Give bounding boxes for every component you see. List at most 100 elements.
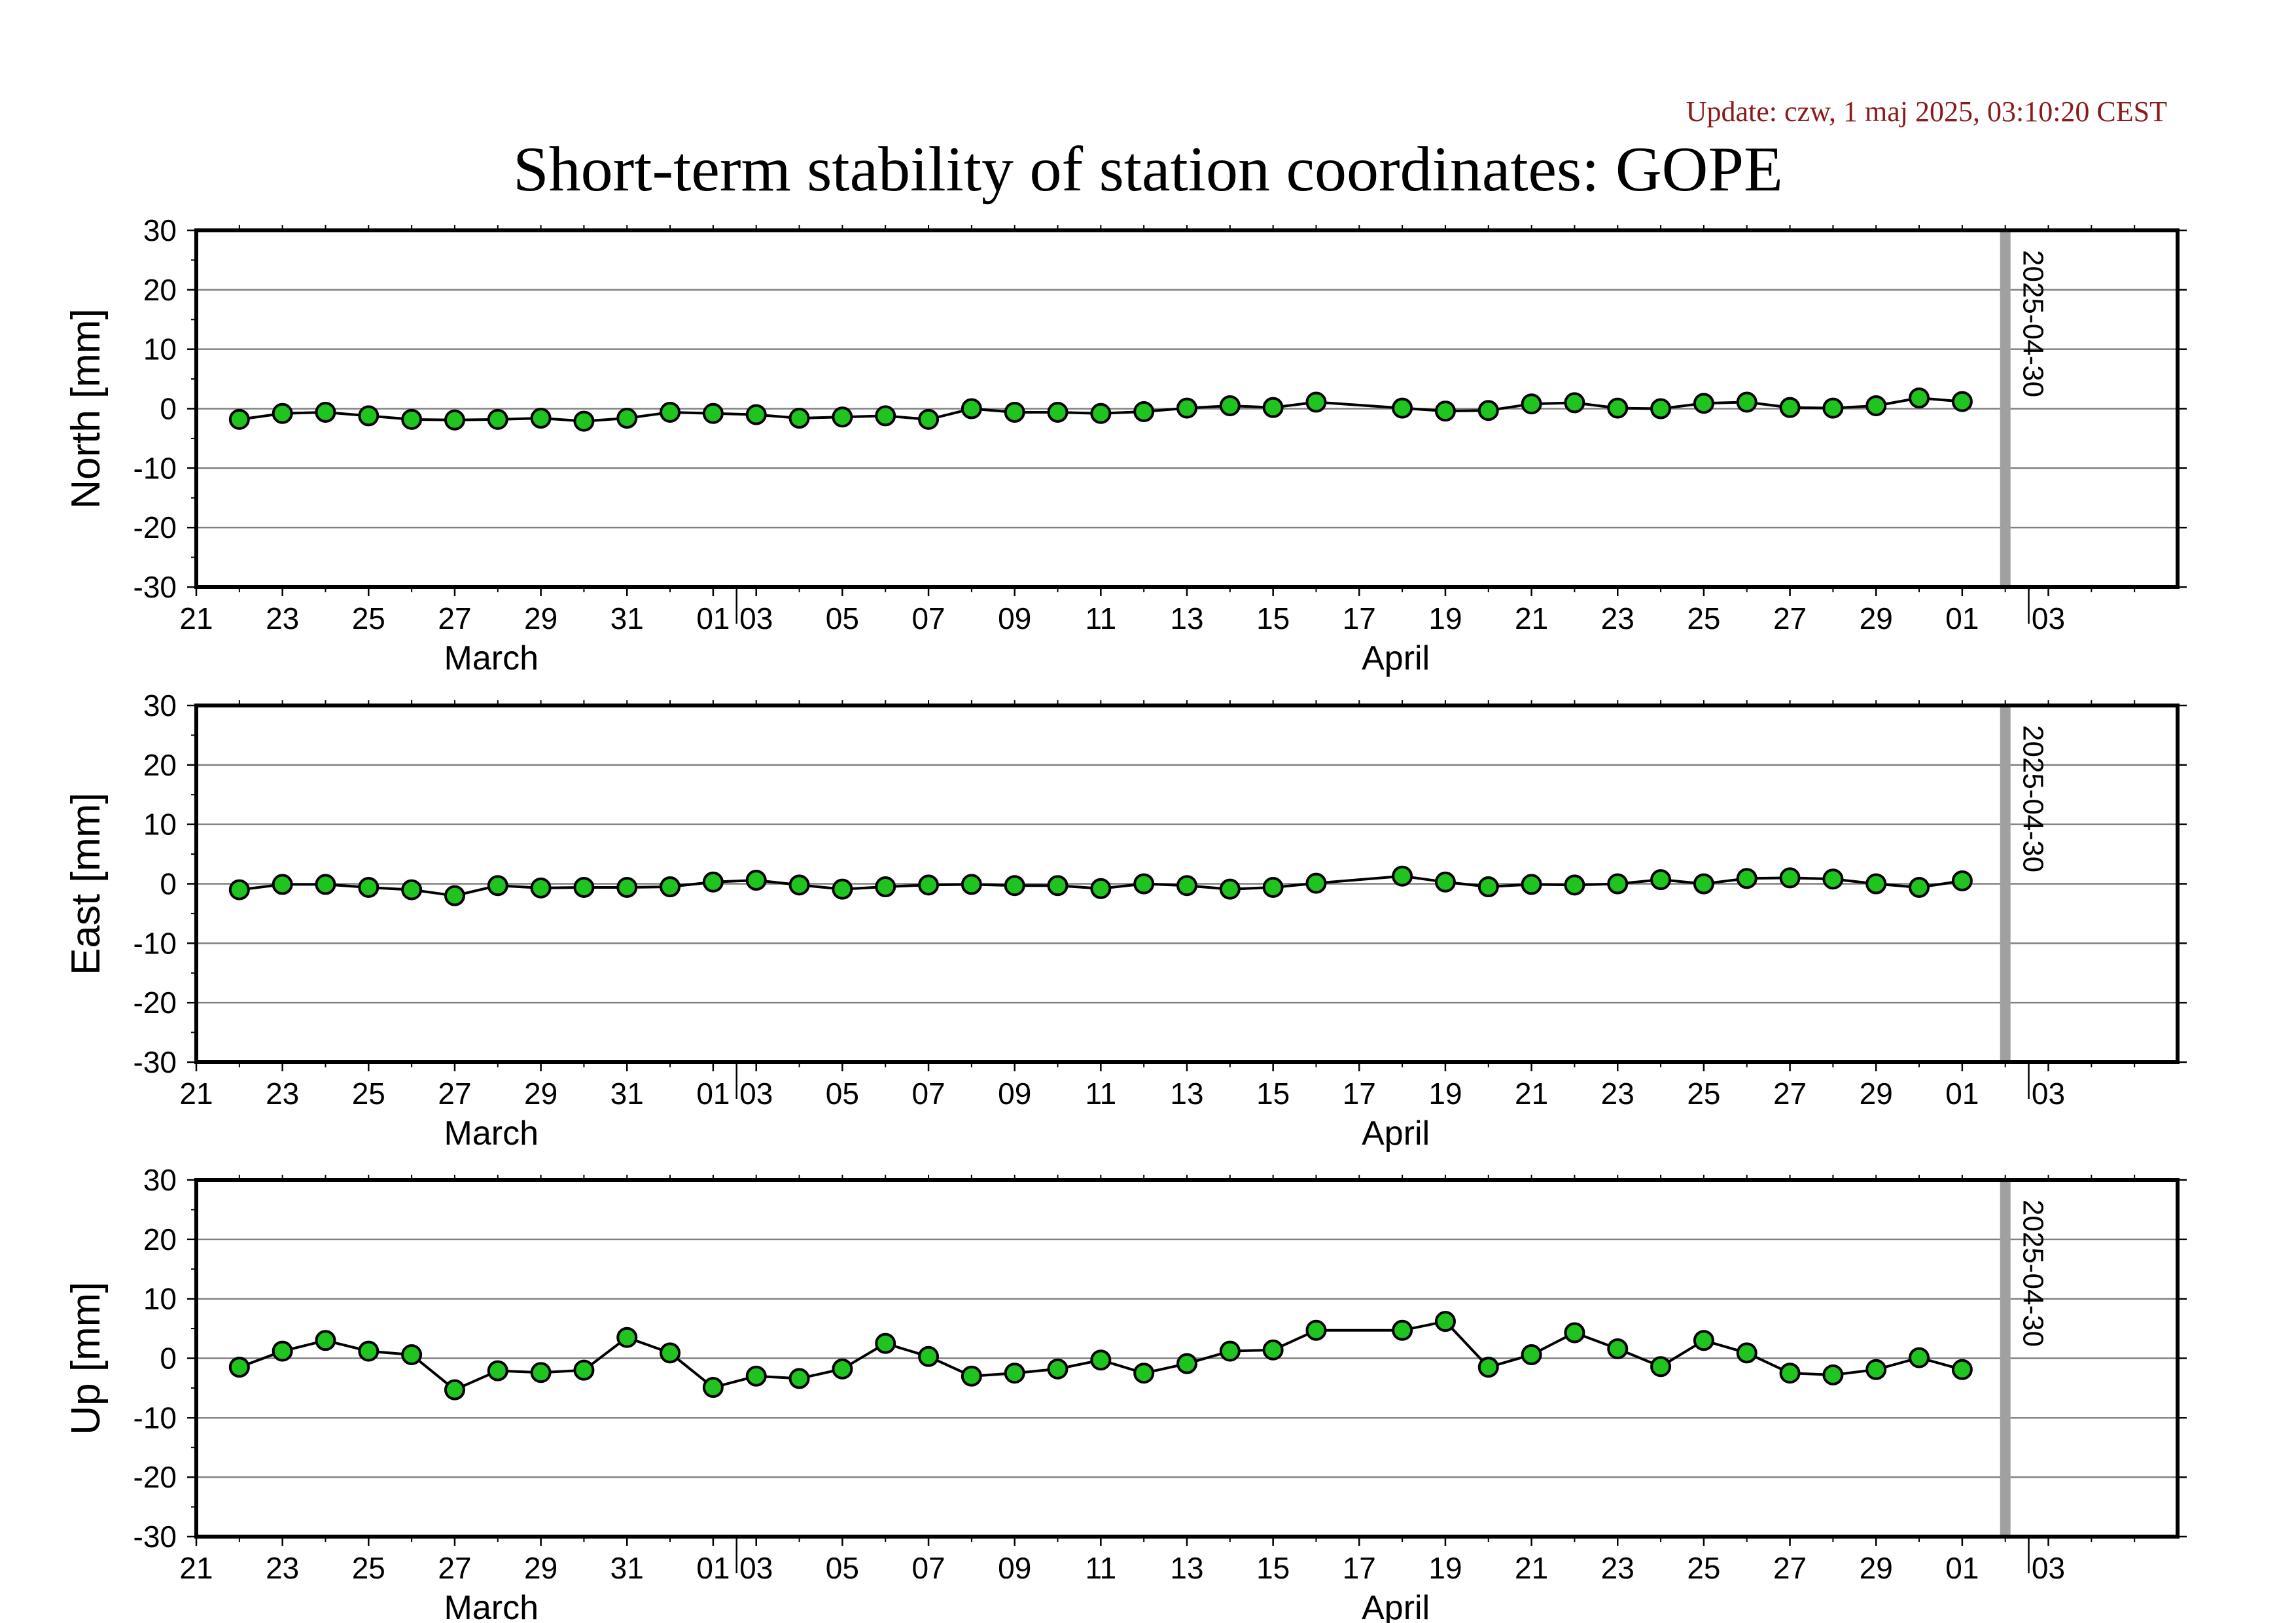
data-point: [1477, 876, 1499, 898]
data-point: [1564, 1322, 1585, 1344]
data-point: [1004, 875, 1025, 897]
x-tick-label: 15: [1256, 1077, 1290, 1111]
data-point: [1521, 1344, 1542, 1366]
data-point: [1392, 397, 1413, 419]
x-tick-label: 25: [1687, 601, 1720, 635]
data-point: [1305, 391, 1327, 413]
x-tick-label: 25: [352, 1551, 385, 1585]
data-point: [444, 885, 465, 906]
data-point: [1909, 1347, 1930, 1368]
data-point: [1909, 876, 1930, 898]
x-tick-label: 17: [1343, 601, 1376, 635]
data-point: [1477, 1357, 1499, 1378]
x-tick-label: 07: [911, 1551, 945, 1585]
data-point: [1004, 1363, 1025, 1384]
marker-bar: [2000, 1180, 2011, 1537]
month-label: April: [1362, 1115, 1430, 1152]
x-tick-label: 31: [610, 1551, 644, 1585]
x-tick-label: 17: [1343, 1077, 1376, 1111]
series-line: [239, 874, 1963, 897]
data-point: [1305, 872, 1327, 894]
x-tick-label: 21: [1515, 1077, 1548, 1111]
data-point: [272, 1340, 293, 1362]
x-tick-label: 05: [826, 1551, 859, 1585]
x-tick-label: 25: [352, 601, 385, 635]
x-tick-label: 01: [696, 1077, 730, 1111]
x-tick-label: 03: [2032, 1077, 2065, 1111]
data-point: [918, 1346, 940, 1367]
data-point: [1133, 1363, 1155, 1384]
data-point: [1951, 1359, 1973, 1380]
x-tick-label: 09: [998, 601, 1031, 635]
data-point: [961, 1365, 982, 1387]
data-point: [1951, 870, 1973, 891]
data-point: [530, 408, 552, 429]
x-tick-label: 07: [911, 601, 945, 635]
x-tick-label: 11: [1085, 601, 1116, 635]
data-point: [1004, 401, 1025, 423]
x-tick-label: 15: [1256, 601, 1290, 635]
data-point: [1564, 392, 1585, 414]
data-point: [875, 876, 896, 898]
data-point: [358, 1340, 380, 1362]
data-point: [1865, 873, 1887, 895]
data-point: [1047, 401, 1069, 423]
data-point: [660, 401, 681, 423]
data-point: [1693, 393, 1714, 414]
y-axis-label: Up [mm]: [63, 1281, 109, 1435]
data-point: [272, 874, 293, 895]
data-point: [1650, 398, 1672, 419]
series-line: [239, 397, 1963, 423]
data-point: [788, 1368, 810, 1389]
month-label: March: [444, 1589, 539, 1623]
data-point: [228, 879, 250, 901]
x-tick-label: 25: [1687, 1551, 1720, 1585]
data-point: [1693, 873, 1714, 895]
data-point: [1219, 878, 1241, 900]
y-tick-label: 30: [143, 688, 177, 722]
chart-title: Short-term stability of station coordina…: [513, 134, 1783, 205]
data-point: [444, 409, 465, 431]
data-point: [1693, 1330, 1714, 1351]
update-timestamp: Update: czw, 1 maj 2025, 03:10:20 CEST: [1686, 96, 2167, 128]
x-tick-label: 21: [1515, 1551, 1548, 1585]
data-point: [315, 1330, 336, 1351]
marker-date-label: 2025-04-30: [2017, 725, 2049, 872]
data-point: [1176, 875, 1197, 897]
data-point: [1219, 1340, 1241, 1362]
x-tick-label: 29: [524, 601, 557, 635]
x-tick-label: 19: [1428, 1551, 1462, 1585]
data-point: [358, 876, 380, 898]
data-point: [616, 876, 638, 898]
x-tick-label: 01: [696, 1551, 730, 1585]
data-point: [444, 1379, 465, 1400]
data-point: [1951, 391, 1973, 412]
x-tick-label: 29: [1860, 1077, 1893, 1111]
data-point: [228, 408, 250, 430]
data-point: [1477, 400, 1499, 421]
x-tick-label: 23: [266, 1551, 299, 1585]
data-point: [616, 408, 638, 429]
x-tick-label: 03: [739, 1551, 773, 1585]
x-tick-label: 09: [998, 1077, 1031, 1111]
x-tick-label: 27: [438, 1551, 471, 1585]
y-tick-label: 30: [143, 1163, 177, 1197]
x-tick-label: 29: [1860, 1551, 1893, 1585]
data-point: [487, 1360, 508, 1382]
y-tick-label: -20: [133, 510, 177, 544]
data-point: [1779, 1363, 1801, 1384]
data-point: [1736, 868, 1757, 889]
data-point: [1521, 393, 1542, 415]
x-tick-label: 03: [739, 601, 773, 635]
data-point: [1133, 401, 1155, 423]
data-point: [702, 402, 724, 424]
y-tick-label: 10: [143, 1282, 177, 1316]
x-tick-label: 15: [1256, 1551, 1290, 1585]
data-point: [1607, 397, 1629, 419]
x-tick-label: 19: [1428, 1077, 1462, 1111]
y-axis-label: North [mm]: [63, 308, 109, 509]
data-point: [1865, 1359, 1887, 1380]
x-tick-label: 23: [266, 1077, 299, 1111]
y-tick-label: 10: [143, 808, 177, 842]
